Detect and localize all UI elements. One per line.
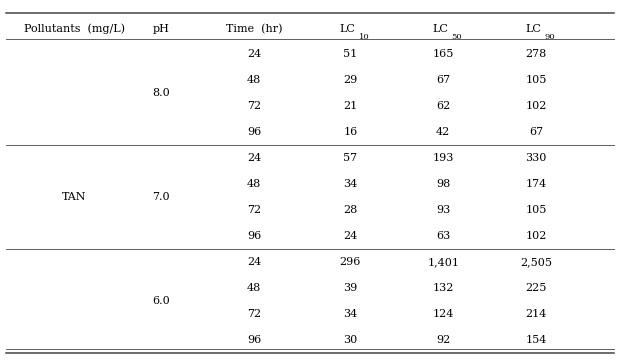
Text: 39: 39: [343, 283, 357, 293]
Text: 48: 48: [247, 283, 261, 293]
Text: 330: 330: [526, 153, 547, 163]
Text: 48: 48: [247, 75, 261, 86]
Text: 67: 67: [529, 127, 543, 138]
Text: 48: 48: [247, 179, 261, 189]
Text: 98: 98: [436, 179, 450, 189]
Text: 34: 34: [343, 309, 357, 319]
Text: 92: 92: [436, 335, 450, 345]
Text: 57: 57: [343, 153, 357, 163]
Text: 165: 165: [433, 49, 454, 60]
Text: 62: 62: [436, 101, 450, 112]
Text: 102: 102: [526, 101, 547, 112]
Text: 214: 214: [526, 309, 547, 319]
Text: 28: 28: [343, 205, 357, 215]
Text: 16: 16: [343, 127, 357, 138]
Text: 29: 29: [343, 75, 357, 86]
Text: 96: 96: [247, 127, 261, 138]
Text: 93: 93: [436, 205, 450, 215]
Text: 21: 21: [343, 101, 357, 112]
Text: 278: 278: [526, 49, 547, 60]
Text: 1,401: 1,401: [427, 257, 459, 267]
Text: 30: 30: [343, 335, 357, 345]
Text: 96: 96: [247, 335, 261, 345]
Text: 72: 72: [247, 101, 261, 112]
Text: 193: 193: [433, 153, 454, 163]
Text: 174: 174: [526, 179, 547, 189]
Text: 50: 50: [451, 33, 463, 41]
Text: 8.0: 8.0: [153, 88, 170, 99]
Text: Pollutants  (mg/L): Pollutants (mg/L): [24, 23, 125, 34]
Text: 6.0: 6.0: [153, 296, 170, 306]
Text: 154: 154: [526, 335, 547, 345]
Text: 225: 225: [526, 283, 547, 293]
Text: TAN: TAN: [62, 192, 87, 202]
Text: 296: 296: [340, 257, 361, 267]
Text: 42: 42: [436, 127, 450, 138]
Text: LC: LC: [432, 24, 448, 34]
Text: Time  (hr): Time (hr): [226, 24, 283, 34]
Text: 10: 10: [358, 33, 370, 41]
Text: 72: 72: [247, 309, 261, 319]
Text: LC: LC: [525, 24, 541, 34]
Text: 51: 51: [343, 49, 357, 60]
Text: pH: pH: [153, 24, 170, 34]
Text: 34: 34: [343, 179, 357, 189]
Text: 105: 105: [526, 75, 547, 86]
Text: 67: 67: [436, 75, 450, 86]
Text: 24: 24: [247, 153, 261, 163]
Text: LC: LC: [339, 24, 355, 34]
Text: 132: 132: [433, 283, 454, 293]
Text: 24: 24: [247, 49, 261, 60]
Text: 7.0: 7.0: [153, 192, 170, 202]
Text: 124: 124: [433, 309, 454, 319]
Text: 105: 105: [526, 205, 547, 215]
Text: 24: 24: [343, 231, 357, 241]
Text: 24: 24: [247, 257, 261, 267]
Text: 102: 102: [526, 231, 547, 241]
Text: 72: 72: [247, 205, 261, 215]
Text: 2,505: 2,505: [520, 257, 552, 267]
Text: 96: 96: [247, 231, 261, 241]
Text: 90: 90: [544, 33, 556, 41]
Text: 63: 63: [436, 231, 450, 241]
